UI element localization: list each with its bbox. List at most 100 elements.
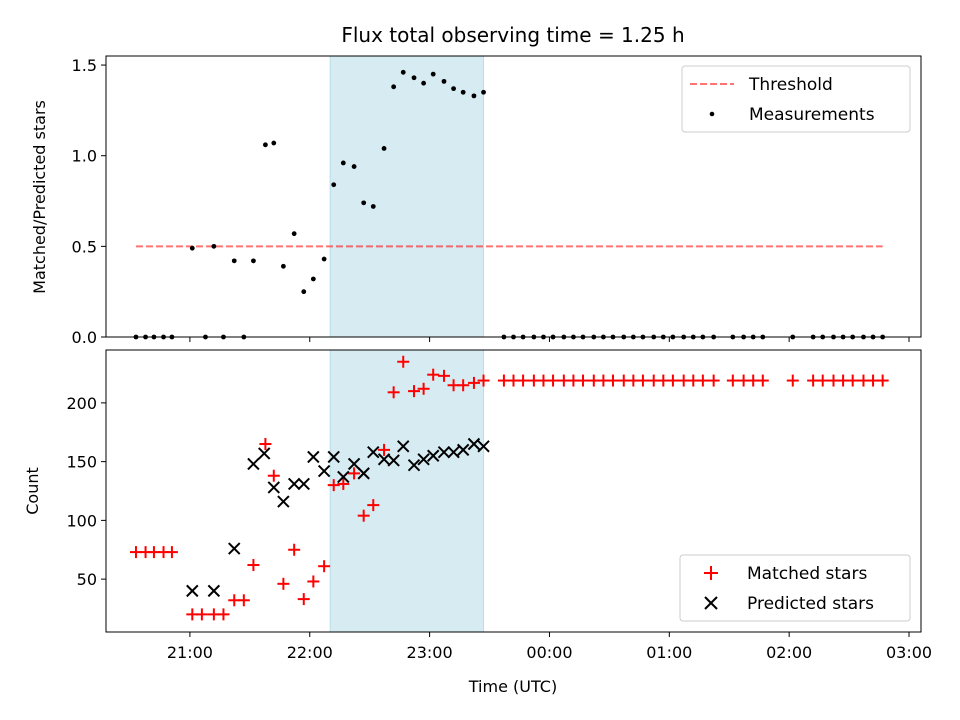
predicted-star-stroke — [447, 446, 460, 459]
matched-star-point — [318, 560, 331, 573]
measurement-point — [430, 71, 436, 77]
matched-star-point — [786, 374, 799, 387]
bottom-ytick-label: 100 — [66, 511, 97, 530]
matched-star-point — [547, 374, 560, 387]
bottom-ytick-label: 150 — [66, 453, 97, 472]
measurement-point — [251, 258, 256, 264]
measurement-point — [381, 146, 387, 151]
measurement-point — [310, 276, 316, 282]
bottom-ytick-label: 200 — [66, 394, 97, 413]
legend-matched-label: Matched stars — [747, 564, 867, 584]
predicted-star-stroke — [397, 440, 410, 453]
predicted-star-point — [207, 584, 221, 598]
matched-star-point — [367, 499, 380, 512]
bottom-legend-box — [679, 554, 911, 622]
predicted-star-point — [456, 443, 470, 457]
matched-star-point — [327, 479, 340, 492]
bottom-legend: Matched stars Predicted stars — [679, 554, 911, 622]
measurement-point — [441, 78, 447, 84]
measurement-point — [211, 243, 217, 249]
top-legend-box — [681, 65, 911, 133]
predicted-star-point — [407, 458, 421, 472]
legend-matched-swatch — [704, 566, 718, 580]
matched-star-point — [408, 385, 421, 398]
measurement-point — [301, 289, 307, 295]
predicted-star-stroke — [437, 446, 451, 459]
predicted-star-stroke — [267, 481, 281, 494]
predicted-star-point — [317, 464, 331, 478]
predicted-star-point — [186, 584, 199, 598]
predicted-star-stroke — [307, 450, 320, 464]
predicted-star-point — [447, 446, 460, 459]
measurement-point — [471, 93, 477, 99]
predicted-star-stroke — [477, 440, 490, 453]
measurement-point — [391, 84, 397, 90]
bottom-y-axis-label: Count — [23, 467, 42, 515]
matched-star-point — [277, 577, 290, 590]
predicted-star-point — [267, 481, 281, 494]
top-legend: Threshold Measurements — [681, 65, 911, 133]
measurement-point — [340, 160, 346, 166]
predicted-star-point — [387, 454, 400, 467]
matched-star-point — [816, 374, 829, 387]
predicted-star-stroke — [327, 450, 340, 464]
top-ytick-label: 1.5 — [72, 56, 97, 75]
predicted-star-stroke — [277, 495, 290, 508]
legend-predicted-swatch — [704, 596, 718, 610]
matched-star-point — [437, 369, 450, 382]
predicted-star-point — [347, 457, 361, 471]
matched-star-point — [696, 374, 709, 387]
matched-star-point — [427, 368, 440, 381]
matched-star-point — [337, 477, 350, 490]
matched-star-point — [666, 374, 679, 387]
legend-predicted-label: Predicted stars — [747, 594, 874, 614]
legend-measurements-swatch — [709, 111, 715, 117]
matched-star-point — [517, 374, 530, 387]
matched-stars-points — [129, 355, 889, 621]
matched-star-point — [457, 379, 470, 392]
xtick-label: 22:00 — [287, 643, 333, 662]
predicted-star-stroke — [387, 454, 400, 467]
measurement-point — [411, 75, 417, 81]
predicted-star-point — [477, 440, 490, 453]
predicted-star-point — [397, 440, 410, 453]
matched-star-point — [297, 593, 310, 606]
bottom-y-ticks: 50 100 150 200 — [66, 394, 106, 589]
matched-star-point — [707, 374, 720, 387]
predicted-star-point — [277, 495, 290, 508]
predicted-star-stroke — [247, 457, 260, 471]
predicted-star-point — [417, 453, 430, 466]
measurement-point — [331, 182, 337, 188]
predicted-star-point — [357, 467, 370, 480]
predicted-star-stroke — [407, 458, 421, 472]
measurement-point — [263, 142, 268, 148]
predicted-star-point — [247, 457, 260, 471]
matched-star-point — [417, 382, 430, 395]
predicted-star-point — [327, 450, 340, 464]
matched-star-point — [846, 374, 859, 387]
x-axis-label: Time (UTC) — [468, 677, 557, 696]
matched-star-point — [267, 469, 280, 482]
measurement-point — [321, 256, 327, 262]
predicted-star-stroke — [257, 447, 271, 460]
matched-star-point — [357, 509, 370, 522]
predicted-star-stroke — [456, 443, 470, 457]
predicted-star-stroke — [186, 584, 199, 598]
xtick-label: 02:00 — [766, 643, 812, 662]
predicted-star-stroke — [417, 453, 430, 466]
matched-star-point — [165, 546, 178, 559]
top-y-axis-label: Matched/Predicted stars — [30, 100, 49, 294]
matched-star-point — [397, 355, 410, 368]
predicted-star-point — [307, 450, 320, 464]
predicted-star-point — [337, 470, 350, 484]
measurement-point — [351, 164, 357, 169]
measurement-point — [481, 89, 486, 95]
bottom-plot-frame — [105, 349, 922, 633]
top-y-ticks: 0.0 0.5 1.0 1.5 — [72, 56, 106, 347]
measurement-point — [231, 258, 237, 264]
predicted-star-stroke — [228, 542, 241, 555]
predicted-star-point — [287, 477, 301, 491]
predicted-star-point — [467, 437, 481, 451]
top-shaded-region — [329, 55, 485, 338]
measurement-point — [271, 140, 277, 146]
